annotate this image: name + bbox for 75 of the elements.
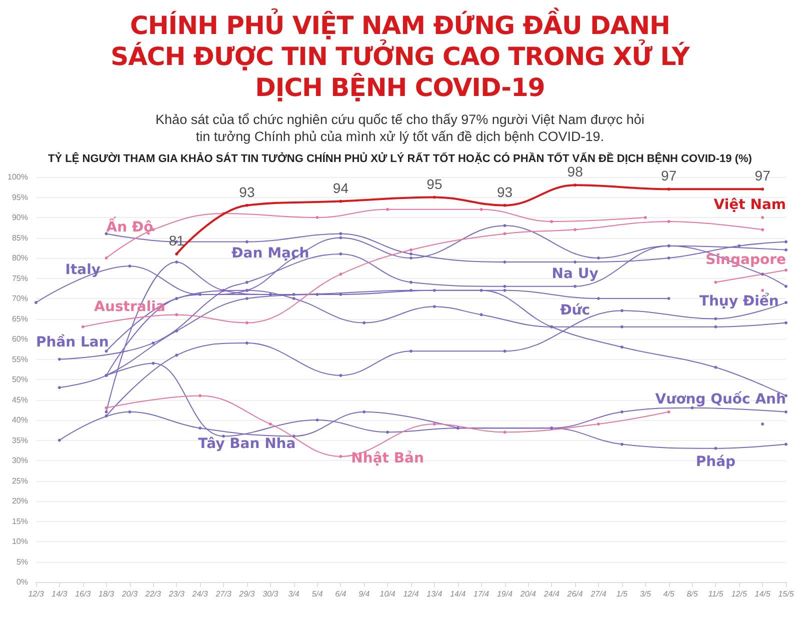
- x-tick-label: 14/3: [52, 590, 68, 598]
- y-tick-label: 15%: [12, 516, 28, 526]
- x-tick-label: 20/4: [519, 590, 537, 598]
- x-tick-label: 29/3: [238, 590, 256, 598]
- data-label: 95: [426, 176, 442, 192]
- series-label: Đức: [560, 302, 590, 318]
- x-tick-label: 13/4: [426, 590, 443, 598]
- x-tick-label: 17/4: [474, 590, 490, 598]
- y-tick-label: 100%: [8, 172, 28, 182]
- x-tick-label: 23/3: [168, 590, 185, 598]
- series-label: Na Uy: [552, 266, 598, 282]
- series-label: Pháp: [696, 454, 736, 470]
- y-tick-label: 40%: [12, 416, 28, 424]
- series-label: Việt Nam: [714, 197, 786, 214]
- x-tick-label: 20/3: [120, 590, 138, 598]
- x-tick-label: 3/5: [640, 590, 652, 598]
- y-tick-label: 5%: [16, 557, 28, 566]
- y-tick-label: 30%: [12, 456, 28, 465]
- x-tick-label: 24/4: [542, 590, 560, 598]
- chart-title: CHÍNH PHỦ VIỆT NAM ĐỨNG ĐẦU DANH SÁCH ĐƯỢC TIN TƯỞNG CAO TRONG XỬ LÝ DỊCH BỆNH COVID-19: [110, 10, 691, 103]
- series-label: Thụy Điển: [699, 292, 779, 310]
- y-tick-label: 60%: [12, 334, 28, 344]
- chart-subtitle: Khảo sát của tổ chức nghiên cứu quốc tế cho thấy 97% người Việt Nam được hỏi tin tưởng Chính phủ của mình xử lý tốt vấn đề dịch bệnh COVID-19.: [154, 111, 646, 145]
- data-label: 98: [567, 164, 584, 180]
- x-tick-label: 27/3: [214, 590, 232, 598]
- x-tick-label: 12/4: [403, 590, 420, 598]
- series-label: Italy: [65, 262, 101, 278]
- y-tick-label: 35%: [12, 436, 28, 445]
- x-tick-label: 5/4: [312, 590, 324, 598]
- y-tick-label: 75%: [12, 274, 28, 283]
- x-tick-label: 4/5: [663, 590, 675, 598]
- x-tick-label: 10/4: [380, 590, 396, 598]
- series-label: Ấn Độ: [106, 216, 154, 236]
- x-tick-label: 30/3: [262, 590, 279, 598]
- x-tick-label: 9/4: [358, 590, 370, 598]
- y-tick-label: 0%: [16, 578, 28, 586]
- y-tick-label: 90%: [12, 213, 28, 222]
- data-label: 97: [754, 168, 771, 184]
- y-tick-label: 95%: [12, 192, 28, 202]
- data-label: 93: [496, 184, 513, 200]
- y-tick-label: 20%: [12, 496, 28, 506]
- y-tick-label: 80%: [12, 254, 28, 262]
- x-tick-label: 19/4: [496, 590, 514, 598]
- x-tick-label: 1/5: [616, 590, 628, 598]
- x-tick-label: 8/5: [686, 590, 698, 598]
- y-tick-label: 50%: [12, 375, 28, 384]
- x-tick-label: 3/4: [288, 590, 300, 598]
- x-tick-label: 14/5: [754, 590, 771, 598]
- x-tick-label: 26/4: [566, 590, 584, 598]
- series-label: Phần Lan: [36, 333, 109, 350]
- x-tick-label: 12/5: [731, 590, 748, 598]
- x-tick-label: 18/3: [98, 590, 115, 598]
- x-tick-label: 15/5: [778, 590, 794, 598]
- x-tick-label: 6/4: [335, 590, 347, 598]
- y-tick-label: 25%: [12, 476, 28, 486]
- series-label: Nhật Bản: [351, 450, 424, 467]
- x-tick-label: 24/3: [191, 590, 208, 598]
- data-label: 97: [661, 168, 677, 184]
- x-tick-label: 12/3: [28, 590, 44, 598]
- x-tick-label: 14/4: [450, 590, 466, 598]
- data-label: 93: [239, 184, 255, 200]
- y-tick-label: 65%: [12, 314, 28, 324]
- y-axis-title: TỶ LỆ NGƯỜI THAM GIA KHẢO SÁT TIN TƯỞNG CHÍNH PHỦ XỬ LÝ RẤT TỐT HOẶC CÓ PHẦN TỐT VẤN ĐỀ DỊCH BỆNH COVID-19 (%): [47, 153, 753, 165]
- y-tick-label: 70%: [12, 294, 28, 303]
- y-tick-label: 45%: [12, 395, 28, 404]
- y-tick-label: 10%: [12, 537, 28, 546]
- data-label: 94: [332, 180, 349, 196]
- x-tick-label: 16/3: [75, 590, 92, 598]
- y-tick-label: 55%: [12, 354, 28, 364]
- x-tick-label: 11/5: [708, 590, 724, 598]
- x-tick-label: 22/3: [144, 590, 162, 598]
- series-label: Vương Quốc Anh: [655, 390, 786, 408]
- x-tick-label: 27/4: [590, 590, 607, 598]
- series-label: Tây Ban Nha: [198, 436, 296, 452]
- y-tick-label: 85%: [12, 233, 28, 242]
